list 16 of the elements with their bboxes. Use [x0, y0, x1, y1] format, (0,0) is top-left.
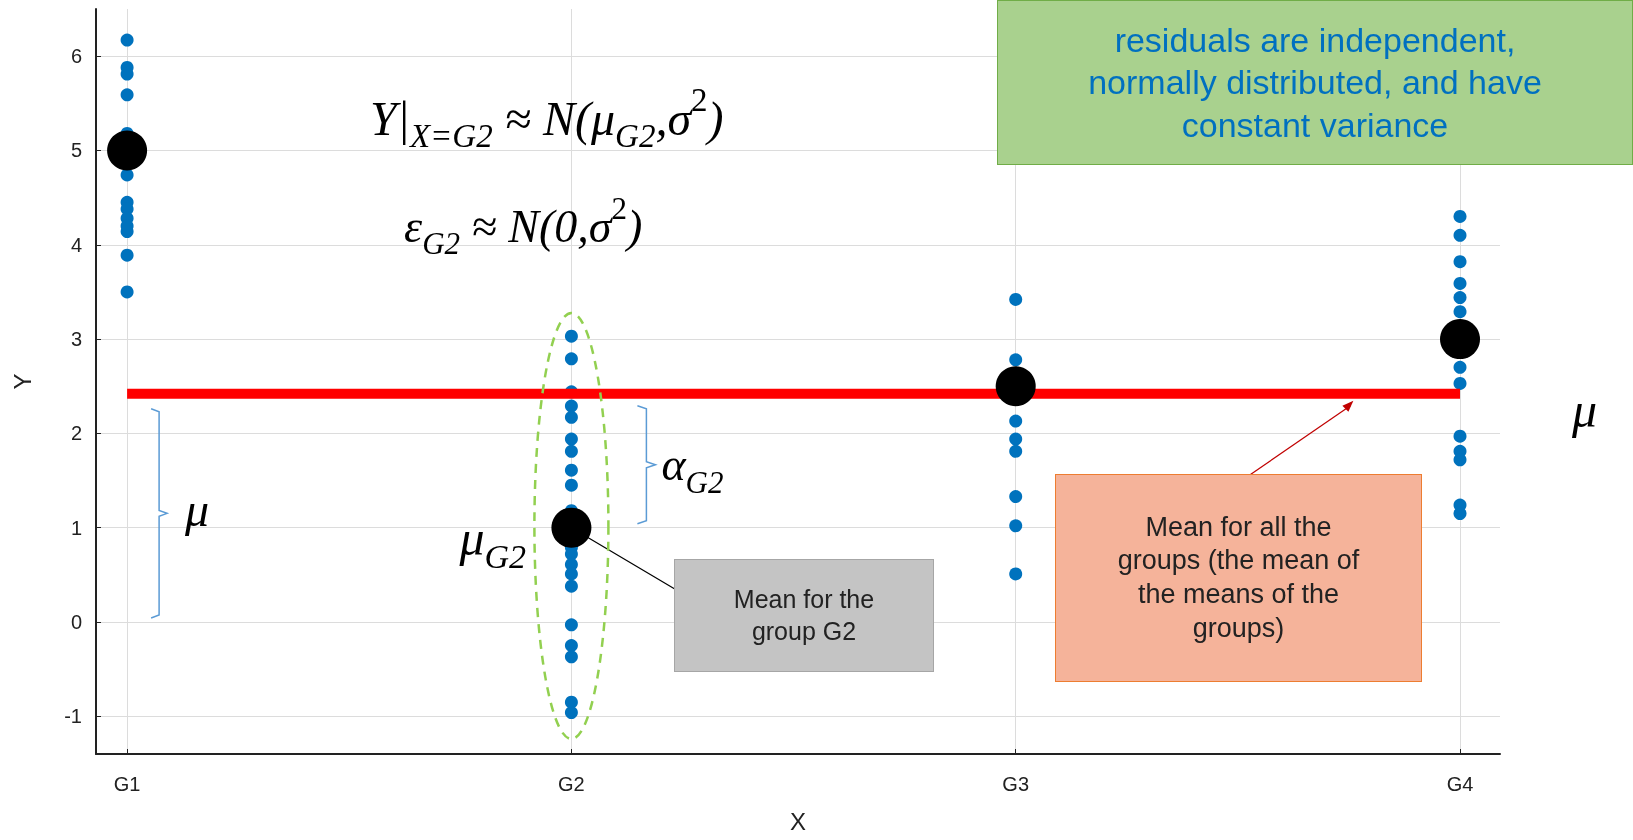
y-tick-label: 5	[70, 139, 82, 162]
annotation: μ	[184, 483, 210, 537]
y-tick-label: 1	[70, 516, 82, 539]
y-tick-label: 3	[70, 328, 82, 351]
x-tick-label: G2	[558, 773, 585, 795]
y-tick-label: 4	[70, 233, 82, 256]
x-tick-label: G4	[1446, 773, 1474, 795]
text: μ	[1571, 382, 1598, 438]
x-tick-label: G1	[113, 773, 141, 795]
y-tick-label: 0	[70, 610, 82, 633]
x-axis-title: X	[789, 807, 807, 835]
x-tick-label: G3	[1002, 773, 1030, 795]
y-tick-label: 6	[70, 45, 82, 68]
y-axis-title: Y	[8, 373, 36, 390]
y-tick-label: 2	[70, 422, 82, 445]
y-tick-label: -1	[64, 705, 82, 728]
